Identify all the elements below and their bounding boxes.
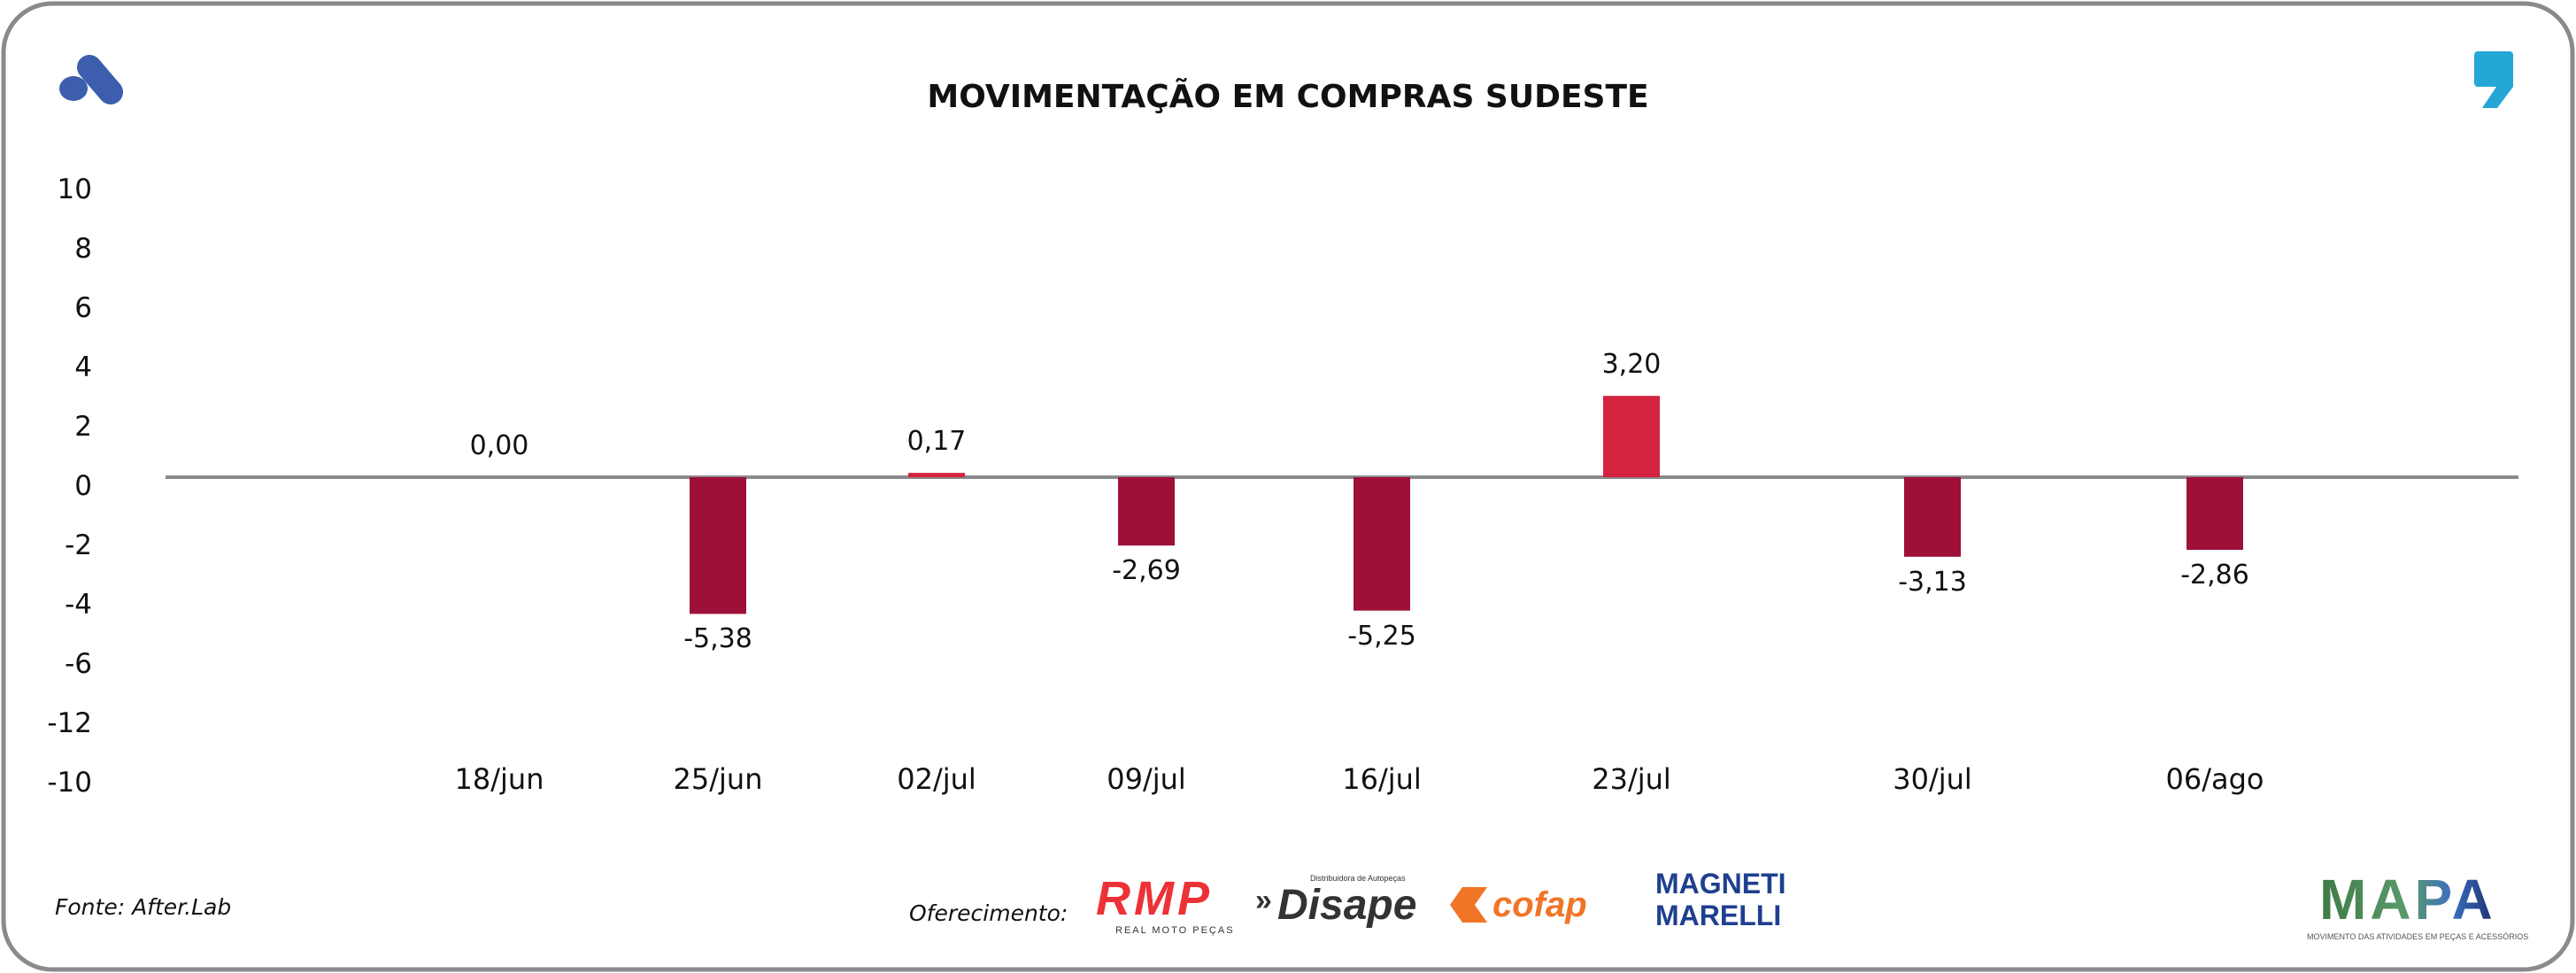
y-tick-label: 10 [57, 174, 92, 205]
data-label: -2,86 [2180, 560, 2249, 591]
y-tick-label: 2 [74, 411, 92, 443]
disape-logo-arrows: » [1255, 884, 1272, 917]
data-label: 0,00 [469, 430, 529, 461]
rmp-logo: RMP [1096, 872, 1213, 925]
y-tick-label: 4 [74, 351, 92, 383]
disape-logo: Disape [1277, 882, 1417, 929]
data-label: -2,69 [1112, 555, 1181, 587]
data-label: 0,17 [906, 426, 967, 458]
y-tick-label: -6 [65, 648, 92, 680]
x-tick-label: 30/jul [1893, 762, 1972, 796]
y-tick-label: 6 [74, 292, 92, 324]
y-tick-label: -2 [65, 529, 92, 561]
data-label: 3,20 [1601, 349, 1662, 381]
bar-30/jul [1904, 477, 1961, 557]
x-tick-label: 06/ago [2165, 762, 2264, 796]
bar-23/jul [1603, 396, 1660, 477]
magneti-marelli-logo-line1: MAGNETI [1655, 868, 1786, 900]
chart-title: MOVIMENTAÇÃO EM COMPRAS SUDESTE [927, 79, 1649, 115]
magneti-marelli-logo-line2: MARELLI [1655, 900, 1782, 931]
x-tick-label: 18/jun [454, 762, 544, 796]
bar-09/jul [1118, 477, 1175, 546]
x-tick-label: 16/jul [1342, 762, 1422, 796]
mapa-logo-subtitle: MOVIMENTO DAS ATIVIDADES EM PEÇAS E ACES… [2307, 932, 2529, 941]
bar-06/ago [2187, 477, 2243, 551]
y-tick-label: -12 [47, 707, 92, 739]
x-tick-label: 09/jul [1107, 762, 1186, 796]
cofap-mark-icon [1450, 887, 1487, 923]
y-tick-label: 8 [74, 233, 92, 265]
bar-25/jun [690, 477, 746, 614]
data-label: -5,38 [683, 623, 752, 655]
x-tick-label: 23/jul [1592, 762, 1671, 796]
x-tick-label: 02/jul [897, 762, 976, 796]
brand-a-icon [59, 55, 123, 104]
data-label: -5,25 [1347, 620, 1416, 652]
y-tick-label: -10 [47, 767, 92, 799]
bar-16/jul [1354, 477, 1410, 611]
disape-logo-tagline: Distribuidora de Autopeças [1310, 874, 1406, 883]
cofap-logo: cofap [1492, 885, 1587, 924]
bar-02/jul [908, 473, 965, 477]
x-tick-label: 25/jun [673, 762, 763, 796]
mapa-logo: MAPA [2319, 868, 2496, 931]
data-label: -3,13 [1898, 566, 1967, 598]
rmp-logo-subtitle: REAL MOTO PEÇAS [1115, 925, 1235, 936]
y-tick-label: -4 [65, 589, 92, 621]
sponsor-label: Oferecimento: [909, 900, 1068, 926]
source-note: Fonte: After.Lab [55, 894, 232, 920]
comma-quote-icon [2474, 51, 2513, 108]
y-tick-label: 0 [74, 470, 92, 502]
